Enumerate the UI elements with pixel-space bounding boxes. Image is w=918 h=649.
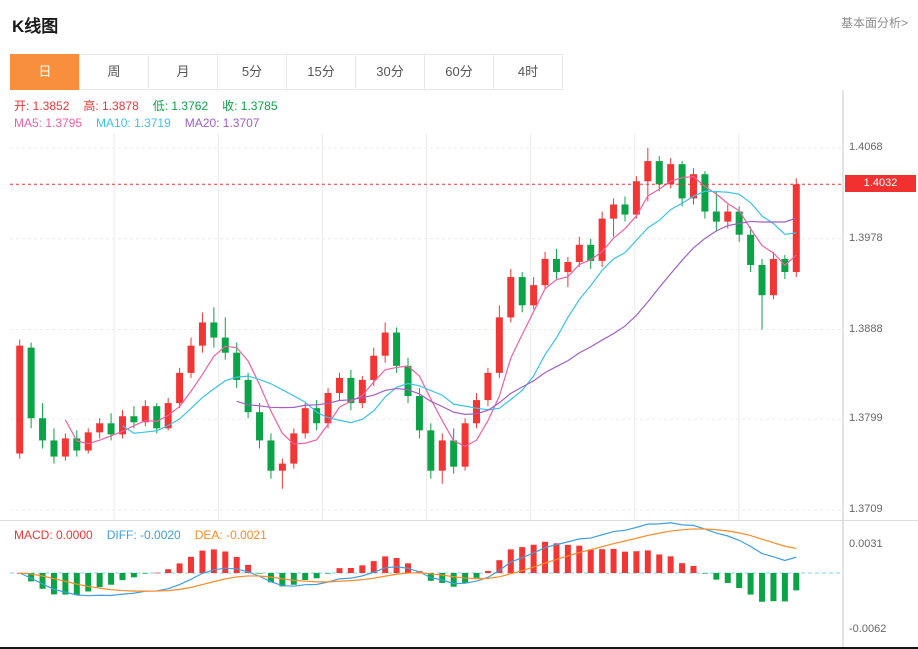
macd-tick-label: -0.0062 xyxy=(849,622,887,635)
price-tick-label: 1.4068 xyxy=(849,141,883,153)
high-value: 高: 1.3878 xyxy=(83,99,139,113)
price-tick-label: 1.3888 xyxy=(849,322,883,335)
macd-tick-label: 0.0031 xyxy=(849,537,883,550)
low-value: 低: 1.3762 xyxy=(152,99,209,113)
header: K线图 基本面分析> xyxy=(0,0,918,54)
chart-area: 开: 1.3852 高: 1.3878 低: 1.3762 收: 1.3785 MA5… xyxy=(0,90,918,649)
page-title: K线图 xyxy=(12,17,59,36)
ma5-value: MA5: 1.3795 xyxy=(14,116,83,130)
ma20-value: MA20: 1.3707 xyxy=(184,116,260,130)
ohlc-legend: 开: 1.3852 高: 1.3878 低: 1.3762 收: 1.3785 xyxy=(14,97,292,114)
candlestick-chart[interactable] xyxy=(0,90,918,520)
open-value: 开: 1.3852 xyxy=(14,99,70,113)
ma-legend: MA5: 1.3795 MA10: 1.3719 MA20: 1.3707 xyxy=(14,116,273,130)
tab-day[interactable]: 日 xyxy=(10,54,80,90)
tab-4hour[interactable]: 4时 xyxy=(493,54,563,90)
diff-value: DIFF: -0.0020 xyxy=(106,528,181,542)
macd-value: MACD: 0.0000 xyxy=(14,528,93,542)
tab-60min[interactable]: 60分 xyxy=(424,54,494,90)
ma10-value: MA10: 1.3719 xyxy=(96,116,171,130)
tab-5min[interactable]: 5分 xyxy=(217,54,287,90)
price-tick-label: 1.3709 xyxy=(849,503,883,515)
macd-chart[interactable] xyxy=(0,520,918,647)
fundamental-analysis-link[interactable]: 基本面分析> xyxy=(840,16,908,30)
current-price-badge: 1.4032 xyxy=(845,175,916,193)
tab-30min[interactable]: 30分 xyxy=(355,54,425,90)
timeframe-tabs: 日周月 5分 15分 30分 60分 4时 xyxy=(10,54,918,90)
price-tick-label: 1.3799 xyxy=(849,412,883,425)
tab-month[interactable]: 月 xyxy=(148,54,218,90)
macd-legend: MACD: 0.0000 DIFF: -0.0020 DEA: -0.0021 xyxy=(14,528,281,542)
tab-15min[interactable]: 15分 xyxy=(286,54,356,90)
close-value: 收: 1.3785 xyxy=(222,99,278,113)
tab-week[interactable]: 周 xyxy=(79,54,149,90)
price-tick-label: 1.3978 xyxy=(849,231,883,244)
dea-value: DEA: -0.0021 xyxy=(194,528,267,542)
